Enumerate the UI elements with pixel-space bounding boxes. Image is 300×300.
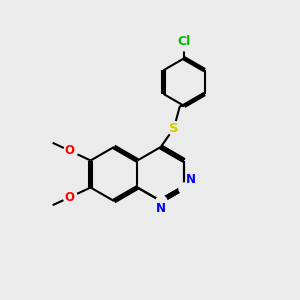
Text: S: S <box>169 122 179 135</box>
Text: N: N <box>186 173 196 186</box>
Text: O: O <box>65 191 75 204</box>
Text: Cl: Cl <box>178 35 191 49</box>
Text: N: N <box>156 202 166 215</box>
Text: O: O <box>65 144 75 157</box>
